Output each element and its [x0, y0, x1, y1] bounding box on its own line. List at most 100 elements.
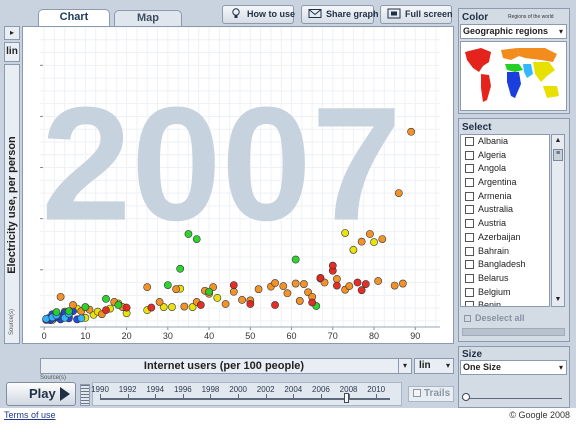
size-slider-track[interactable]	[462, 398, 562, 399]
country-checkbox[interactable]	[465, 273, 474, 283]
country-list-scrollbar[interactable]: ▲ ≡ ▼	[551, 134, 565, 307]
country-checkbox[interactable]	[465, 178, 474, 188]
data-point[interactable]	[229, 281, 238, 289]
country-item[interactable]: Angola	[461, 162, 549, 176]
y-axis-source-link[interactable]: Source(s)	[9, 308, 15, 336]
data-point[interactable]	[102, 294, 110, 303]
country-item[interactable]: Azerbaijan	[461, 231, 549, 245]
data-point[interactable]	[295, 297, 304, 305]
full-screen-button[interactable]: Full screen	[380, 5, 453, 24]
country-checkbox[interactable]	[465, 301, 474, 306]
data-point[interactable]	[370, 238, 378, 247]
data-point[interactable]	[291, 255, 300, 264]
data-point[interactable]	[213, 293, 222, 302]
country-item[interactable]: Argentina	[461, 176, 549, 190]
data-point[interactable]	[69, 301, 77, 309]
color-select[interactable]: Geographic regions ▾	[460, 24, 567, 39]
data-point[interactable]	[374, 277, 383, 285]
y-axis-scale-select[interactable]: lin	[4, 42, 20, 62]
data-point[interactable]	[349, 245, 358, 254]
y-axis-arrow-icon[interactable]: ▸	[4, 26, 20, 40]
world-region-map[interactable]	[460, 41, 567, 111]
data-point[interactable]	[378, 235, 387, 243]
tab-chart[interactable]: Chart	[38, 9, 110, 27]
country-item[interactable]: Australia	[461, 203, 549, 217]
x-axis-scale-select[interactable]: lin ▾	[414, 358, 454, 374]
share-graph-button[interactable]: Share graph	[301, 5, 379, 24]
data-point[interactable]	[345, 282, 354, 291]
play-button[interactable]: Play	[6, 382, 76, 406]
data-point[interactable]	[333, 281, 341, 290]
deselect-all-button[interactable]: Deselect all	[460, 311, 565, 325]
data-point[interactable]	[196, 301, 205, 309]
speed-slider[interactable]	[80, 384, 90, 406]
data-point[interactable]	[254, 285, 263, 294]
country-item[interactable]: Armenia	[461, 190, 549, 204]
trails-checkbox[interactable]	[413, 389, 421, 397]
data-point[interactable]	[316, 274, 325, 282]
country-item[interactable]: Bahrain	[461, 245, 549, 259]
size-select[interactable]: One Size ▾	[460, 360, 567, 375]
size-slider-thumb[interactable]	[462, 393, 470, 401]
data-point[interactable]	[192, 235, 201, 243]
data-point[interactable]	[291, 279, 300, 288]
country-checkbox[interactable]	[465, 150, 474, 160]
trails-toggle[interactable]: Trails	[408, 386, 454, 402]
timeline-track[interactable]	[100, 398, 390, 400]
data-point[interactable]	[353, 278, 362, 287]
data-point[interactable]	[143, 283, 152, 292]
country-checkbox[interactable]	[465, 260, 474, 270]
timeline-thumb[interactable]	[343, 393, 349, 403]
country-item[interactable]: Bangladesh	[461, 258, 549, 272]
data-point[interactable]	[390, 281, 399, 290]
data-point[interactable]	[64, 307, 73, 316]
data-point[interactable]	[279, 282, 288, 291]
country-checkbox[interactable]	[465, 205, 474, 215]
data-point[interactable]	[238, 296, 246, 304]
data-point[interactable]	[246, 300, 255, 308]
data-point[interactable]	[341, 229, 350, 237]
data-point[interactable]	[147, 303, 156, 312]
data-point[interactable]	[176, 264, 185, 273]
data-point[interactable]	[122, 303, 131, 312]
country-item[interactable]: Austria	[461, 217, 549, 231]
scroll-thumb[interactable]: ≡	[553, 149, 563, 161]
data-point[interactable]	[163, 281, 172, 289]
data-point[interactable]	[271, 301, 279, 309]
data-point[interactable]	[300, 280, 308, 288]
data-point[interactable]	[77, 314, 86, 323]
data-point[interactable]	[398, 279, 407, 288]
data-point[interactable]	[407, 127, 416, 136]
country-checkbox[interactable]	[465, 191, 474, 201]
data-point[interactable]	[168, 303, 176, 311]
scroll-down-icon[interactable]: ▼	[554, 296, 562, 303]
data-point[interactable]	[357, 237, 366, 246]
data-point[interactable]	[229, 287, 238, 296]
data-point[interactable]	[221, 300, 230, 308]
data-point[interactable]	[328, 261, 337, 270]
country-item[interactable]: Belarus	[461, 272, 549, 286]
data-point[interactable]	[283, 289, 292, 298]
tab-map[interactable]: Map	[114, 10, 182, 26]
country-checkbox[interactable]	[465, 164, 474, 174]
country-checkbox[interactable]	[465, 246, 474, 256]
data-point[interactable]	[361, 280, 370, 288]
data-point[interactable]	[81, 303, 90, 311]
how-to-use-button[interactable]: How to use	[222, 5, 295, 24]
country-item[interactable]: Algeria	[461, 149, 549, 163]
data-point[interactable]	[308, 298, 317, 307]
data-point[interactable]	[205, 287, 213, 296]
country-checkbox[interactable]	[465, 287, 474, 297]
data-point[interactable]	[52, 308, 61, 317]
data-point[interactable]	[357, 286, 366, 295]
deselect-checkbox[interactable]	[464, 315, 471, 322]
x-axis-arrow-icon[interactable]: ▾	[398, 358, 412, 374]
data-point[interactable]	[56, 292, 65, 301]
country-item[interactable]: Benin	[461, 299, 549, 306]
y-axis-indicator-select[interactable]	[4, 64, 20, 344]
data-point[interactable]	[180, 302, 189, 311]
data-point[interactable]	[188, 303, 197, 311]
x-axis-source-link[interactable]: Source(s)	[40, 375, 67, 381]
data-point[interactable]	[365, 230, 374, 238]
